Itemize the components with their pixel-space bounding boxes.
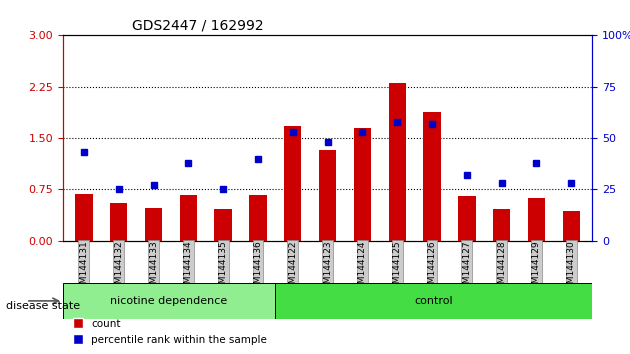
Text: GSM144136: GSM144136: [253, 241, 263, 296]
Bar: [180, 195, 197, 241]
Bar: [284, 126, 302, 241]
Text: GSM144122: GSM144122: [289, 241, 297, 295]
Text: GSM144127: GSM144127: [462, 241, 471, 295]
Text: GSM144126: GSM144126: [428, 241, 437, 295]
FancyBboxPatch shape: [275, 283, 592, 319]
Bar: [249, 195, 266, 241]
Bar: [528, 198, 545, 241]
Bar: [389, 83, 406, 241]
Bar: [493, 209, 510, 241]
Bar: [145, 208, 163, 241]
Text: GSM144129: GSM144129: [532, 241, 541, 295]
Bar: [353, 128, 371, 241]
Text: GSM144124: GSM144124: [358, 241, 367, 295]
Text: control: control: [414, 296, 453, 306]
Text: GSM144128: GSM144128: [497, 241, 506, 295]
FancyBboxPatch shape: [63, 283, 275, 319]
Bar: [319, 150, 336, 241]
Text: disease state: disease state: [6, 301, 81, 311]
Text: GDS2447 / 162992: GDS2447 / 162992: [132, 19, 263, 33]
Bar: [458, 196, 476, 241]
Text: nicotine dependence: nicotine dependence: [110, 296, 227, 306]
Text: GSM144133: GSM144133: [149, 241, 158, 296]
Bar: [563, 211, 580, 241]
Text: GSM144132: GSM144132: [114, 241, 123, 295]
Bar: [75, 194, 93, 241]
Legend: count, percentile rank within the sample: count, percentile rank within the sample: [68, 315, 271, 349]
Text: GSM144130: GSM144130: [567, 241, 576, 296]
Text: GSM144131: GSM144131: [79, 241, 88, 296]
Bar: [214, 209, 232, 241]
Text: GSM144123: GSM144123: [323, 241, 332, 295]
Text: GSM144135: GSM144135: [219, 241, 227, 296]
Text: GSM144134: GSM144134: [184, 241, 193, 295]
Bar: [423, 112, 441, 241]
Bar: [110, 203, 127, 241]
Text: GSM144125: GSM144125: [392, 241, 402, 295]
